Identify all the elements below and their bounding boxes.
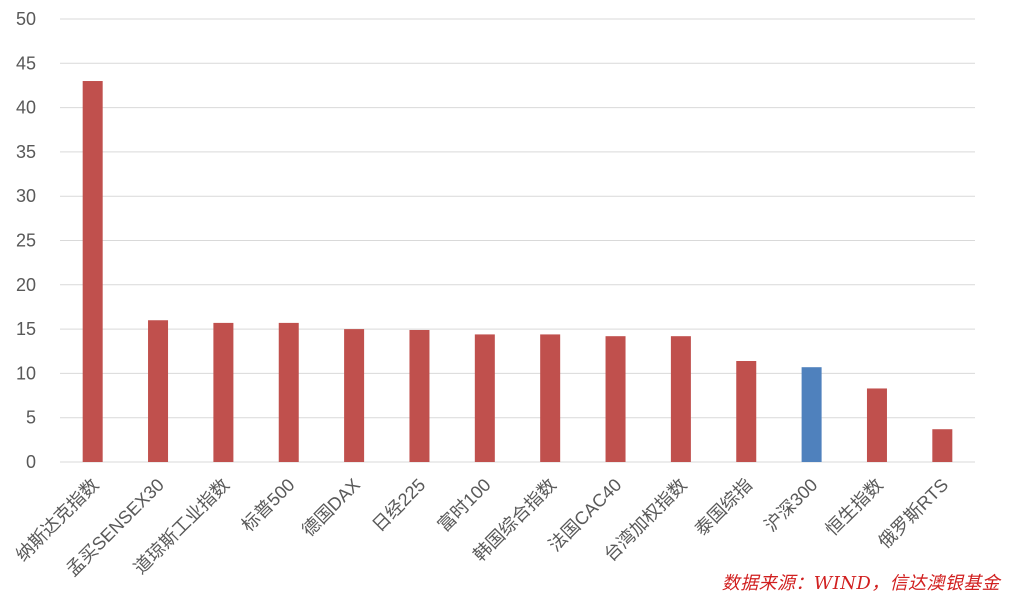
- y-tick-label: 0: [26, 452, 36, 472]
- bar-9: [605, 336, 626, 462]
- x-category-label: 泰国综指: [691, 475, 756, 540]
- source-note: 数据来源：WIND，信达澳银基金: [721, 573, 1000, 594]
- bar-3: [213, 322, 234, 462]
- y-tick-label: 30: [16, 186, 36, 206]
- x-category-label: 富时100: [434, 475, 495, 536]
- bar-7: [474, 334, 495, 462]
- bar-2: [148, 320, 169, 462]
- bar-1: [82, 81, 103, 463]
- bar-8: [540, 334, 561, 462]
- bars: [82, 81, 953, 463]
- x-category-label: 标普500: [238, 475, 299, 536]
- x-category-label: 恒生指数: [822, 475, 887, 540]
- gridlines: [60, 18, 975, 419]
- y-tick-label: 40: [16, 98, 36, 118]
- x-category-label: 日经225: [368, 475, 429, 536]
- bar-4: [278, 322, 299, 462]
- y-tick-label: 10: [16, 363, 36, 383]
- y-tick-label: 5: [26, 408, 36, 428]
- bar-5: [344, 329, 365, 462]
- bar-14: [932, 429, 953, 462]
- x-category-label: 德国DAX: [298, 475, 364, 541]
- x-category-label: 沪深300: [761, 475, 822, 536]
- y-tick-label: 20: [16, 275, 36, 295]
- y-tick-label: 50: [16, 9, 36, 29]
- y-tick-label: 15: [16, 319, 36, 339]
- bar-6: [409, 329, 430, 462]
- y-tick-label: 25: [16, 231, 36, 251]
- y-tick-label: 35: [16, 142, 36, 162]
- bar-10: [670, 336, 691, 462]
- bar-11: [736, 360, 757, 462]
- bar-13: [866, 388, 887, 462]
- y-tick-label: 45: [16, 53, 36, 73]
- bar-12: [801, 367, 822, 462]
- x-category-label: 俄罗斯RTS: [875, 475, 953, 553]
